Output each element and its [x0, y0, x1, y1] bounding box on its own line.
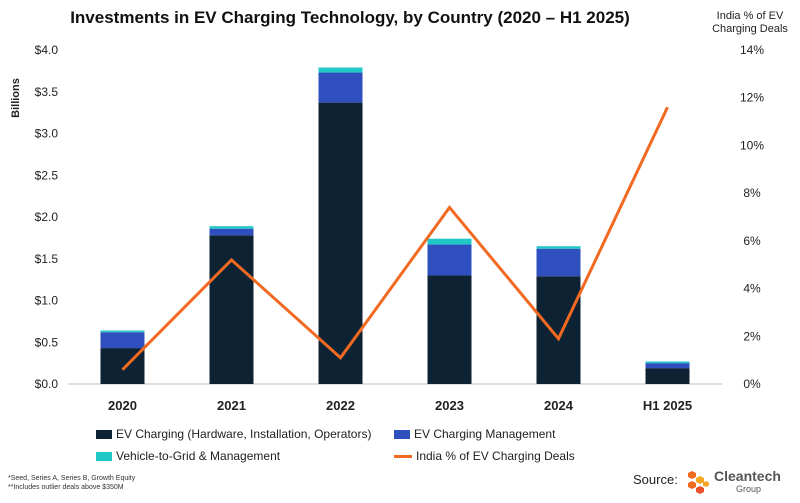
y2-tick-label: 10%: [740, 138, 764, 152]
legend-item-india-line: India % of EV Charging Deals: [394, 449, 575, 463]
bar-segment-ev-charging: [645, 368, 690, 384]
x-tick-label: 2020: [108, 398, 137, 413]
x-tick-label: 2021: [217, 398, 246, 413]
y2-tick-label: 0%: [743, 377, 761, 391]
y2-tick-label: 6%: [743, 234, 761, 248]
legend-item-ev-charging: EV Charging (Hardware, Installation, Ope…: [96, 427, 371, 441]
chart-title: Investments in EV Charging Technology, b…: [70, 8, 630, 27]
y2-tick-label: 4%: [743, 282, 761, 296]
x-tick-label: H1 2025: [643, 398, 692, 413]
legend-label-india-line: India % of EV Charging Deals: [416, 449, 575, 463]
legend-label-management: EV Charging Management: [414, 427, 556, 441]
right-axis-title-line1: India % of EV: [716, 10, 784, 22]
india-percent-line: [121, 106, 669, 371]
right-axis-title-line2: Charging Deals: [712, 23, 788, 35]
bar-segment-v2g: [645, 361, 690, 364]
bar-segment-v2g: [427, 238, 472, 245]
bar-segment-management: [645, 363, 690, 369]
y-tick-label: $1.0: [35, 294, 59, 308]
footnote-1: *Seed, Series A, Series B, Growth Equity: [8, 475, 136, 482]
bar-segment-ev-charging: [209, 235, 254, 384]
bar-segment-v2g: [100, 330, 145, 333]
legend-item-management: EV Charging Management: [394, 427, 555, 441]
x-tick-label: 2023: [435, 398, 464, 413]
y-tick-label: $3.5: [35, 85, 59, 99]
y2-tick-label: 2%: [743, 329, 761, 343]
logo-name: Cleantech: [714, 468, 781, 484]
y-tick-label: $1.5: [35, 252, 59, 266]
legend-swatch-ev-charging: [96, 429, 112, 439]
bar-segment-v2g: [318, 67, 363, 73]
y-tick-label: $0.5: [35, 335, 59, 349]
legend-swatch-india-line: [394, 454, 412, 458]
y-tick-label: $2.0: [35, 210, 59, 224]
y2-tick-label: 14%: [740, 43, 764, 57]
source-label: Source:: [633, 472, 678, 487]
y2-tick-label: 12%: [740, 91, 764, 105]
x-tick-label: 2024: [544, 398, 574, 413]
bar-segment-management: [427, 244, 472, 276]
bar-segment-ev-charging: [427, 275, 472, 384]
right-axis-title: India % of EV Charging Deals: [700, 10, 800, 36]
bar-segment-management: [318, 72, 363, 103]
y-tick-label: $2.5: [35, 168, 59, 182]
legend-swatch-management: [394, 429, 410, 439]
bar-segment-ev-charging: [318, 102, 363, 384]
logo-sub: Group: [736, 484, 762, 494]
x-tick-label: 2022: [326, 398, 355, 413]
bar-segment-ev-charging: [536, 276, 581, 384]
footnote-2: **Includes outlier deals above $350M: [8, 484, 124, 491]
y-tick-label: $3.0: [35, 127, 59, 141]
legend-item-v2g: Vehicle-to-Grid & Management: [96, 449, 280, 463]
y2-tick-label: 8%: [743, 186, 761, 200]
cleantech-logo: Cleantech Group: [684, 467, 796, 497]
y-tick-label: $0.0: [35, 377, 59, 391]
y-tick-label: $4.0: [35, 43, 59, 57]
bar-segment-management: [100, 332, 145, 349]
hexagon-cluster-icon: [688, 471, 709, 494]
bar-segment-v2g: [209, 226, 254, 229]
footnotes: *Seed, Series A, Series B, Growth Equity…: [8, 474, 135, 492]
bar-segment-management: [209, 228, 254, 236]
bar-segment-v2g: [536, 246, 581, 249]
legend-swatch-v2g: [96, 451, 112, 461]
bar-segment-management: [536, 248, 581, 277]
legend-label-ev-charging: EV Charging (Hardware, Installation, Ope…: [116, 427, 372, 441]
legend-label-v2g: Vehicle-to-Grid & Management: [116, 449, 281, 463]
